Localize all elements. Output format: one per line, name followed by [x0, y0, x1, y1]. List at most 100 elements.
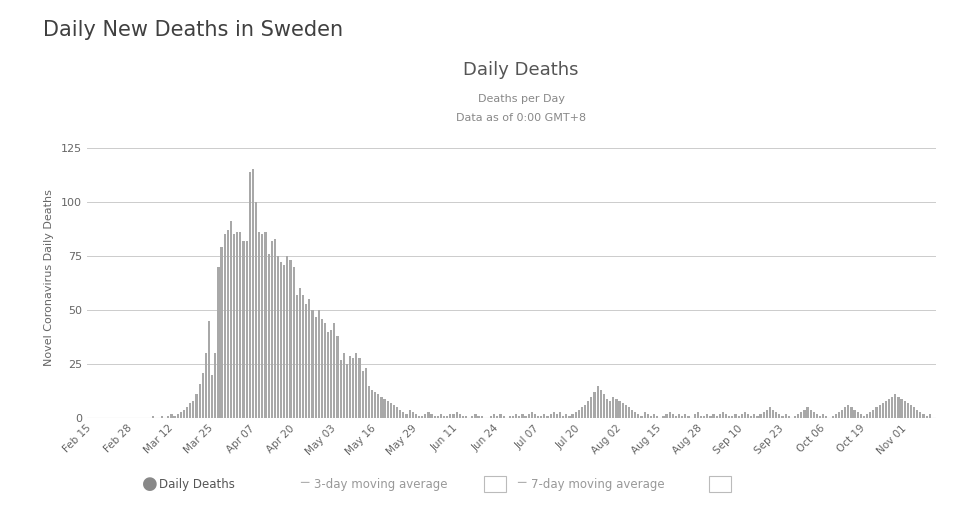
Text: Deaths per Day: Deaths per Day: [478, 94, 565, 104]
Bar: [383, 399, 386, 418]
Bar: [703, 416, 705, 418]
Bar: [503, 416, 505, 418]
Bar: [227, 230, 229, 418]
Bar: [578, 410, 580, 418]
Bar: [287, 256, 289, 418]
Bar: [236, 232, 238, 418]
Bar: [891, 396, 894, 418]
Bar: [481, 416, 482, 418]
Bar: [825, 416, 827, 418]
Bar: [907, 403, 909, 418]
Bar: [534, 414, 536, 418]
Bar: [380, 396, 382, 418]
Bar: [609, 401, 611, 418]
Bar: [493, 414, 495, 418]
Bar: [402, 412, 404, 418]
Bar: [405, 414, 407, 418]
Bar: [540, 416, 542, 418]
Bar: [866, 414, 868, 418]
Bar: [377, 394, 379, 418]
Bar: [327, 332, 329, 418]
Bar: [217, 267, 220, 418]
Bar: [205, 353, 207, 418]
Bar: [556, 414, 558, 418]
Bar: [189, 403, 191, 418]
Bar: [562, 416, 565, 418]
Bar: [920, 412, 922, 418]
Text: Daily Deaths: Daily Deaths: [463, 61, 579, 79]
Bar: [315, 316, 317, 418]
Bar: [813, 412, 814, 418]
Bar: [584, 405, 586, 418]
Bar: [634, 412, 636, 418]
Bar: [913, 408, 915, 418]
Bar: [455, 412, 457, 418]
Bar: [183, 410, 185, 418]
Bar: [878, 405, 881, 418]
Bar: [239, 232, 241, 418]
Bar: [408, 410, 411, 418]
Bar: [678, 414, 680, 418]
Bar: [895, 394, 896, 418]
Bar: [308, 299, 311, 418]
Bar: [568, 416, 570, 418]
Bar: [387, 401, 389, 418]
Bar: [352, 357, 354, 418]
Bar: [897, 396, 899, 418]
Bar: [641, 416, 643, 418]
Bar: [631, 410, 633, 418]
Bar: [587, 401, 590, 418]
Bar: [596, 386, 598, 418]
Bar: [616, 399, 618, 418]
Bar: [810, 410, 812, 418]
Bar: [656, 416, 658, 418]
Bar: [280, 263, 282, 418]
Bar: [396, 408, 399, 418]
Bar: [815, 414, 818, 418]
Bar: [709, 416, 711, 418]
Text: Daily New Deaths in Sweden: Daily New Deaths in Sweden: [43, 20, 344, 40]
Bar: [644, 412, 646, 418]
Bar: [490, 416, 492, 418]
Bar: [249, 171, 251, 418]
Bar: [475, 414, 477, 418]
Bar: [393, 405, 395, 418]
Bar: [337, 336, 339, 418]
Bar: [242, 241, 244, 418]
Bar: [719, 414, 721, 418]
Bar: [437, 416, 439, 418]
Bar: [666, 414, 668, 418]
Bar: [390, 403, 392, 418]
Bar: [202, 373, 204, 418]
Bar: [499, 414, 502, 418]
Bar: [925, 416, 927, 418]
Bar: [621, 403, 623, 418]
Bar: [355, 353, 357, 418]
Bar: [264, 232, 266, 418]
Bar: [330, 330, 332, 418]
Bar: [628, 408, 630, 418]
Bar: [277, 256, 279, 418]
Bar: [192, 401, 195, 418]
Bar: [716, 416, 718, 418]
Bar: [794, 416, 796, 418]
Bar: [537, 416, 539, 418]
Bar: [343, 353, 345, 418]
Bar: [365, 369, 367, 418]
Bar: [606, 399, 608, 418]
Bar: [869, 412, 871, 418]
Bar: [591, 396, 593, 418]
Bar: [559, 412, 561, 418]
Bar: [333, 323, 336, 418]
Bar: [779, 414, 781, 418]
Bar: [302, 295, 304, 418]
Bar: [766, 410, 768, 418]
Bar: [515, 414, 517, 418]
Bar: [443, 416, 445, 418]
Bar: [368, 386, 370, 418]
Bar: [822, 414, 824, 418]
Bar: [647, 414, 648, 418]
Bar: [762, 412, 765, 418]
Bar: [574, 412, 577, 418]
Bar: [603, 394, 605, 418]
